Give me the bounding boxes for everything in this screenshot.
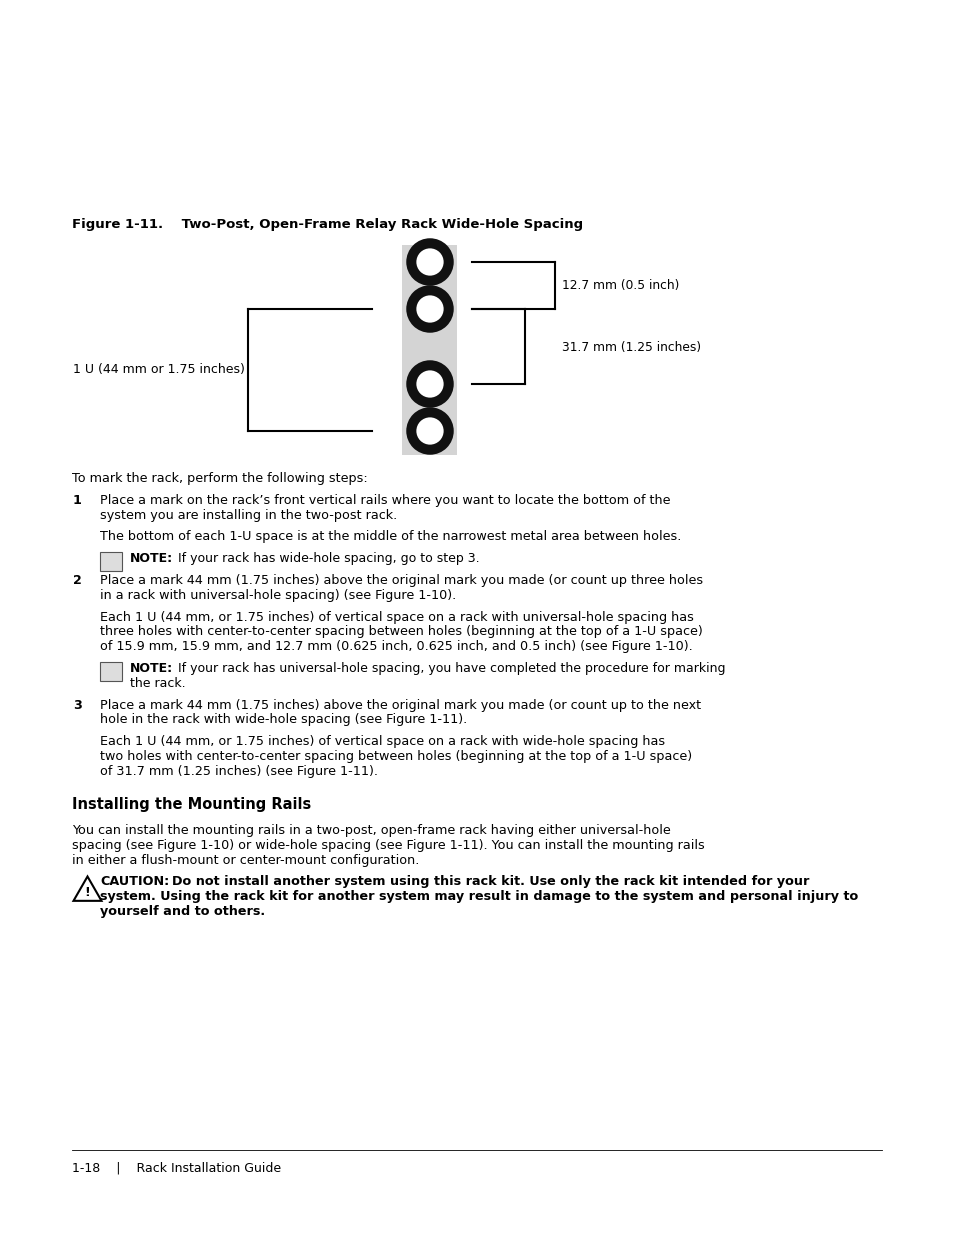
Text: Figure 1-11.    Two-Post, Open-Frame Relay Rack Wide-Hole Spacing: Figure 1-11. Two-Post, Open-Frame Relay … (71, 219, 582, 231)
Circle shape (416, 370, 443, 398)
Text: two holes with center-to-center spacing between holes (beginning at the top of a: two holes with center-to-center spacing … (100, 750, 691, 763)
Text: NOTE:: NOTE: (130, 662, 172, 676)
Text: the rack.: the rack. (130, 677, 186, 690)
Text: 31.7 mm (1.25 inches): 31.7 mm (1.25 inches) (561, 341, 700, 353)
Text: If your rack has universal-hole spacing, you have completed the procedure for ma: If your rack has universal-hole spacing,… (178, 662, 724, 676)
Text: in either a flush-mount or center-mount configuration.: in either a flush-mount or center-mount … (71, 853, 419, 867)
Circle shape (416, 417, 443, 445)
Bar (402, 245, 457, 454)
Text: spacing (see Figure 1-10) or wide-hole spacing (see Figure 1-11). You can instal: spacing (see Figure 1-10) or wide-hole s… (71, 839, 704, 852)
Text: 3: 3 (73, 699, 82, 711)
Text: 12.7 mm (0.5 inch): 12.7 mm (0.5 inch) (561, 279, 679, 291)
Text: To mark the rack, perform the following steps:: To mark the rack, perform the following … (71, 472, 367, 485)
Circle shape (408, 362, 452, 406)
Circle shape (416, 295, 443, 322)
Text: Place a mark 44 mm (1.75 inches) above the original mark you made (or count up t: Place a mark 44 mm (1.75 inches) above t… (100, 574, 702, 587)
Text: If your rack has wide-hole spacing, go to step 3.: If your rack has wide-hole spacing, go t… (178, 552, 479, 566)
Text: NOTE:: NOTE: (130, 552, 172, 566)
Circle shape (408, 240, 452, 284)
Text: Each 1 U (44 mm, or 1.75 inches) of vertical space on a rack with wide-hole spac: Each 1 U (44 mm, or 1.75 inches) of vert… (100, 735, 664, 748)
Text: CAUTION:: CAUTION: (100, 876, 169, 888)
Text: system you are installing in the two-post rack.: system you are installing in the two-pos… (100, 509, 396, 521)
Text: system. Using the rack kit for another system may result in damage to the system: system. Using the rack kit for another s… (100, 890, 858, 903)
Text: Place a mark on the rack’s front vertical rails where you want to locate the bot: Place a mark on the rack’s front vertica… (100, 494, 670, 506)
Text: of 15.9 mm, 15.9 mm, and 12.7 mm (0.625 inch, 0.625 inch, and 0.5 inch) (see Fig: of 15.9 mm, 15.9 mm, and 12.7 mm (0.625 … (100, 640, 692, 653)
Bar (100, 552, 122, 571)
Text: 1 U (44 mm or 1.75 inches): 1 U (44 mm or 1.75 inches) (73, 363, 245, 377)
Text: Installing the Mounting Rails: Installing the Mounting Rails (71, 797, 311, 813)
Text: 2: 2 (73, 574, 82, 587)
Text: hole in the rack with wide-hole spacing (see Figure 1-11).: hole in the rack with wide-hole spacing … (100, 714, 467, 726)
Text: !: ! (85, 887, 91, 899)
Text: Do not install another system using this rack kit. Use only the rack kit intende: Do not install another system using this… (172, 876, 808, 888)
Circle shape (408, 409, 452, 453)
Text: Each 1 U (44 mm, or 1.75 inches) of vertical space on a rack with universal-hole: Each 1 U (44 mm, or 1.75 inches) of vert… (100, 610, 693, 624)
Text: Place a mark 44 mm (1.75 inches) above the original mark you made (or count up t: Place a mark 44 mm (1.75 inches) above t… (100, 699, 700, 711)
Text: 1: 1 (73, 494, 82, 506)
Text: 1-18    |    Rack Installation Guide: 1-18 | Rack Installation Guide (71, 1162, 281, 1174)
Text: yourself and to others.: yourself and to others. (100, 905, 265, 918)
Text: in a rack with universal-hole spacing) (see Figure 1-10).: in a rack with universal-hole spacing) (… (100, 589, 456, 601)
Text: three holes with center-to-center spacing between holes (beginning at the top of: three holes with center-to-center spacin… (100, 625, 702, 638)
Text: The bottom of each 1-U space is at the middle of the narrowest metal area betwee: The bottom of each 1-U space is at the m… (100, 530, 680, 543)
Text: You can install the mounting rails in a two-post, open-frame rack having either : You can install the mounting rails in a … (71, 824, 670, 837)
Text: of 31.7 mm (1.25 inches) (see Figure 1-11).: of 31.7 mm (1.25 inches) (see Figure 1-1… (100, 764, 377, 778)
Bar (100, 662, 122, 680)
Circle shape (408, 287, 452, 331)
Circle shape (416, 248, 443, 275)
